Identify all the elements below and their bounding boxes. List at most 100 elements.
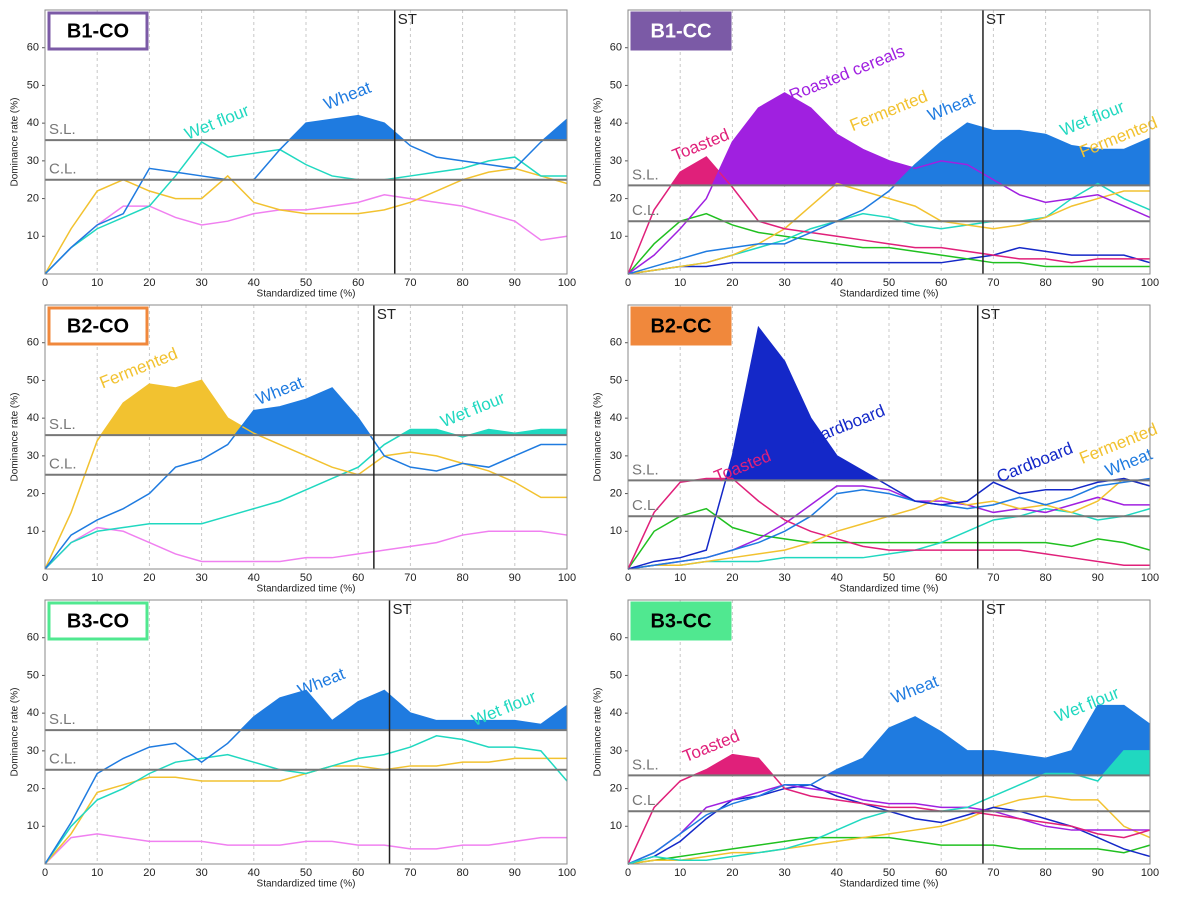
plot-frame bbox=[44, 9, 568, 275]
x-tick-label: 90 bbox=[1092, 277, 1104, 289]
x-tick-label: 70 bbox=[404, 277, 416, 289]
x-tick-label: 40 bbox=[831, 867, 843, 879]
y-tick-label: 60 bbox=[27, 42, 39, 54]
x-tick-label: 100 bbox=[558, 572, 576, 584]
y-tick-label: 40 bbox=[27, 117, 39, 129]
title-box bbox=[630, 306, 732, 346]
x-tick-label: 80 bbox=[456, 277, 468, 289]
st-label: ST bbox=[377, 306, 396, 323]
y-tick-label: 20 bbox=[27, 487, 39, 499]
st-label: ST bbox=[986, 11, 1005, 28]
x-tick-label: 100 bbox=[1141, 867, 1159, 879]
y-axis-label: Dominance rate (%) bbox=[593, 688, 604, 777]
x-tick-label: 50 bbox=[883, 867, 895, 879]
x-tick-label: 50 bbox=[883, 277, 895, 289]
x-tick-label: 70 bbox=[404, 572, 416, 584]
dominance-area bbox=[45, 115, 567, 141]
dominance-line bbox=[627, 156, 1150, 275]
x-tick-label: 10 bbox=[91, 277, 103, 289]
x-tick-label: 50 bbox=[300, 867, 312, 879]
dominance-line bbox=[627, 246, 1151, 275]
y-tick-label: 60 bbox=[27, 632, 39, 644]
dominance-line bbox=[44, 428, 567, 570]
reference-label: S.L. bbox=[49, 121, 76, 138]
dominance-line bbox=[44, 734, 568, 865]
dominance-line bbox=[627, 92, 1151, 275]
plot-frame bbox=[627, 9, 1151, 275]
y-tick-label: 30 bbox=[27, 745, 39, 757]
reference-label: C.L. bbox=[632, 792, 660, 809]
x-tick-label: 40 bbox=[248, 277, 260, 289]
y-tick-label: 10 bbox=[27, 525, 39, 537]
y-tick-label: 30 bbox=[610, 450, 622, 462]
chart-title: B1-CO bbox=[67, 20, 129, 42]
dominance-area bbox=[45, 690, 567, 731]
dominance-line bbox=[627, 325, 1151, 570]
dominance-line bbox=[44, 387, 567, 570]
plot-frame bbox=[627, 599, 1151, 865]
dominance-line bbox=[44, 526, 568, 570]
y-axis-label: Dominance rate (%) bbox=[10, 688, 21, 777]
y-tick-label: 20 bbox=[610, 782, 622, 794]
x-tick-label: 20 bbox=[726, 867, 738, 879]
chart-panel: 0 10 20 30 40 50 60 70 80 90 100102030405060Standa… bbox=[593, 599, 1159, 890]
x-tick-label: 50 bbox=[883, 572, 895, 584]
y-tick-label: 50 bbox=[610, 669, 622, 681]
y-tick-label: 50 bbox=[27, 669, 39, 681]
x-axis-label: Standardized time (%) bbox=[840, 289, 939, 300]
x-tick-label: 80 bbox=[456, 867, 468, 879]
x-tick-label: 0 bbox=[625, 277, 631, 289]
dominance-line bbox=[627, 477, 1151, 570]
st-label: ST bbox=[393, 601, 412, 618]
x-tick-label: 30 bbox=[778, 277, 790, 289]
y-tick-label: 20 bbox=[27, 192, 39, 204]
x-tick-label: 60 bbox=[935, 867, 947, 879]
x-tick-label: 10 bbox=[91, 867, 103, 879]
y-tick-label: 30 bbox=[27, 155, 39, 167]
x-tick-label: 70 bbox=[404, 867, 416, 879]
dominance-line bbox=[627, 784, 1150, 865]
dominance-line bbox=[627, 182, 1150, 275]
x-tick-label: 100 bbox=[558, 277, 576, 289]
y-tick-label: 40 bbox=[27, 707, 39, 719]
x-tick-label: 100 bbox=[558, 867, 576, 879]
x-tick-label: 20 bbox=[726, 277, 738, 289]
dominance-area bbox=[628, 705, 1150, 776]
x-tick-label: 20 bbox=[143, 867, 155, 879]
dominance-line bbox=[44, 689, 568, 865]
reference-label: C.L. bbox=[49, 751, 77, 768]
dominance-line bbox=[627, 122, 1151, 275]
x-tick-label: 90 bbox=[1092, 867, 1104, 879]
x-tick-label: 60 bbox=[352, 867, 364, 879]
chart-panel: 0 10 20 30 40 50 60 70 80 90 100102030405060Standa… bbox=[10, 9, 576, 300]
x-axis-label: Standardized time (%) bbox=[257, 584, 356, 595]
x-tick-label: 80 bbox=[456, 572, 468, 584]
dominance-area bbox=[45, 380, 567, 436]
dominance-line bbox=[44, 194, 568, 275]
x-tick-label: 20 bbox=[143, 277, 155, 289]
x-axis-label: Standardized time (%) bbox=[257, 879, 356, 890]
y-axis-label: Dominance rate (%) bbox=[10, 393, 21, 482]
x-tick-label: 80 bbox=[1039, 277, 1051, 289]
x-tick-label: 70 bbox=[987, 867, 999, 879]
title-box bbox=[47, 306, 149, 346]
x-axis-label: Standardized time (%) bbox=[840, 879, 939, 890]
y-tick-label: 50 bbox=[610, 79, 622, 91]
title-box bbox=[630, 11, 732, 51]
dominance-area bbox=[45, 387, 567, 436]
dominance-line bbox=[44, 833, 567, 865]
y-tick-label: 60 bbox=[610, 337, 622, 349]
y-tick-label: 20 bbox=[610, 192, 622, 204]
reference-label: S.L. bbox=[49, 416, 76, 433]
dominance-area bbox=[628, 123, 1150, 186]
dominance-line bbox=[627, 507, 1151, 570]
dominance-area bbox=[45, 429, 567, 436]
x-tick-label: 90 bbox=[509, 572, 521, 584]
x-tick-label: 20 bbox=[143, 572, 155, 584]
reference-label: C.L. bbox=[49, 161, 77, 178]
plot-frame bbox=[44, 599, 568, 865]
x-tick-label: 30 bbox=[195, 867, 207, 879]
x-tick-label: 70 bbox=[987, 572, 999, 584]
x-tick-label: 0 bbox=[42, 572, 48, 584]
x-tick-label: 80 bbox=[1039, 572, 1051, 584]
